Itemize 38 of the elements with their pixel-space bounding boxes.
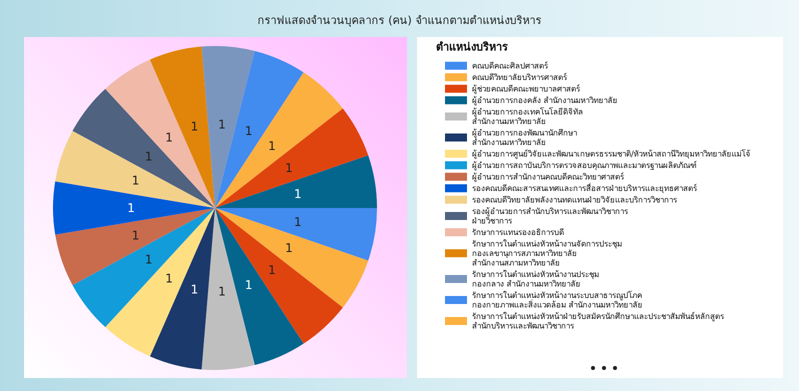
- data-label: 1: [268, 139, 276, 154]
- legend-label: ผู้อำนวยการสำนักงานคณบดีคณะวิทยาศาสตร์: [472, 171, 625, 182]
- data-label: 1: [285, 240, 293, 255]
- legend-label: ผู้อำนวยการสถาบันบริการตรวจสอบคุณภาพและมาตรฐานผลิตภัณฑ์: [472, 160, 697, 171]
- legend-title: ตำแหน่งบริหาร: [436, 40, 508, 54]
- data-label: 1: [165, 130, 173, 145]
- chart-title: กราฟแสดงจำนวนบุคลากร (คน) จำแนกตามตำแหน่งบริหาร: [258, 14, 542, 27]
- data-label: 1: [132, 228, 140, 242]
- data-label: 1: [132, 174, 140, 188]
- legend-label: รักษาการในตำแหน่งหัวหน้างานระบบสาธารณูปโภค กองกายภาพและสิ่งแวดล้อม สำนักงานมหาวิทยาลัย: [472, 290, 643, 310]
- legend-label: รักษาการในตำแหน่งหัวหน้างานประชุม กองกลาง สำนักงานมหาวิทยาลัย: [472, 270, 599, 288]
- legend-label: ผู้อำนวยการกองพัฒนานักศึกษา สำนักงานมหาวิทยาลัย: [472, 128, 577, 147]
- legend-label: ผู้อำนวยการกองเทคโนโลยีดิจิทัล สำนักงานมหาวิทยาลัย: [472, 106, 583, 126]
- data-label: 1: [218, 117, 226, 132]
- legend-label: คณบดีวิทยาลัยบริหารศาสตร์: [472, 72, 568, 82]
- data-label: 1: [244, 278, 253, 292]
- legend-label: รองผู้อำนวยการสำนักบริหารและพัฒนาวิชาการ ฝ่ายวิชาการ: [472, 206, 629, 226]
- legend-label: รองคณบดีวิทยาลัยพลังงานทดแทนฝ่ายวิจัยและบริการวิชาการ: [472, 195, 678, 204]
- data-label: 1: [268, 262, 276, 277]
- legend-label: รักษาการแทนรองอธิการบดี: [472, 228, 564, 237]
- data-label: 1: [244, 124, 253, 138]
- legend-label: รักษาการในตำแหน่งหัวหน้างานจัดการประชุม กองเลขานุการสภามหาวิทยาลัย สำนักงานสภามหาวิทยาลัย: [472, 239, 622, 268]
- legend-label: ผู้อำนวยการกองคลัง สำนักงานมหาวิทยาลัย: [472, 96, 618, 106]
- data-label: 1: [294, 214, 302, 229]
- legend-label: รักษาการในตำแหน่งหัวหน้าฝ่ายรับสมัครนักศึกษาและประชาสัมพันธ์หลักสูตร สำนักบริหารและพัฒนาวิชาการ: [472, 310, 725, 330]
- data-label: 1: [165, 271, 173, 286]
- data-label: 1: [144, 252, 153, 267]
- data-label: 1: [190, 120, 198, 134]
- legend-label: คณบดีคณะศิลปศาสตร์: [472, 60, 549, 70]
- legend-label: ผู้อำนวยการศูนย์วิจัยและพัฒนาเกษตรธรรมชาติ/หัวหน้าสถานีวิทยุมหาวิทยาลัยแม่โจ้: [472, 148, 751, 160]
- data-label: 1: [285, 161, 293, 176]
- data-label: 1: [294, 187, 302, 202]
- legend-label: ผู้ช่วยคณบดีคณะพยาบาลศาสตร์: [472, 83, 581, 94]
- data-label: 1: [190, 282, 198, 296]
- data-label: 1: [127, 201, 135, 215]
- legend-label: รองคณบดีคณะสารสนเทศและการสื่อสารฝ่ายบริหารและยุทธศาสตร์: [472, 182, 698, 193]
- data-label: 1: [218, 284, 226, 299]
- data-label: 1: [144, 149, 153, 164]
